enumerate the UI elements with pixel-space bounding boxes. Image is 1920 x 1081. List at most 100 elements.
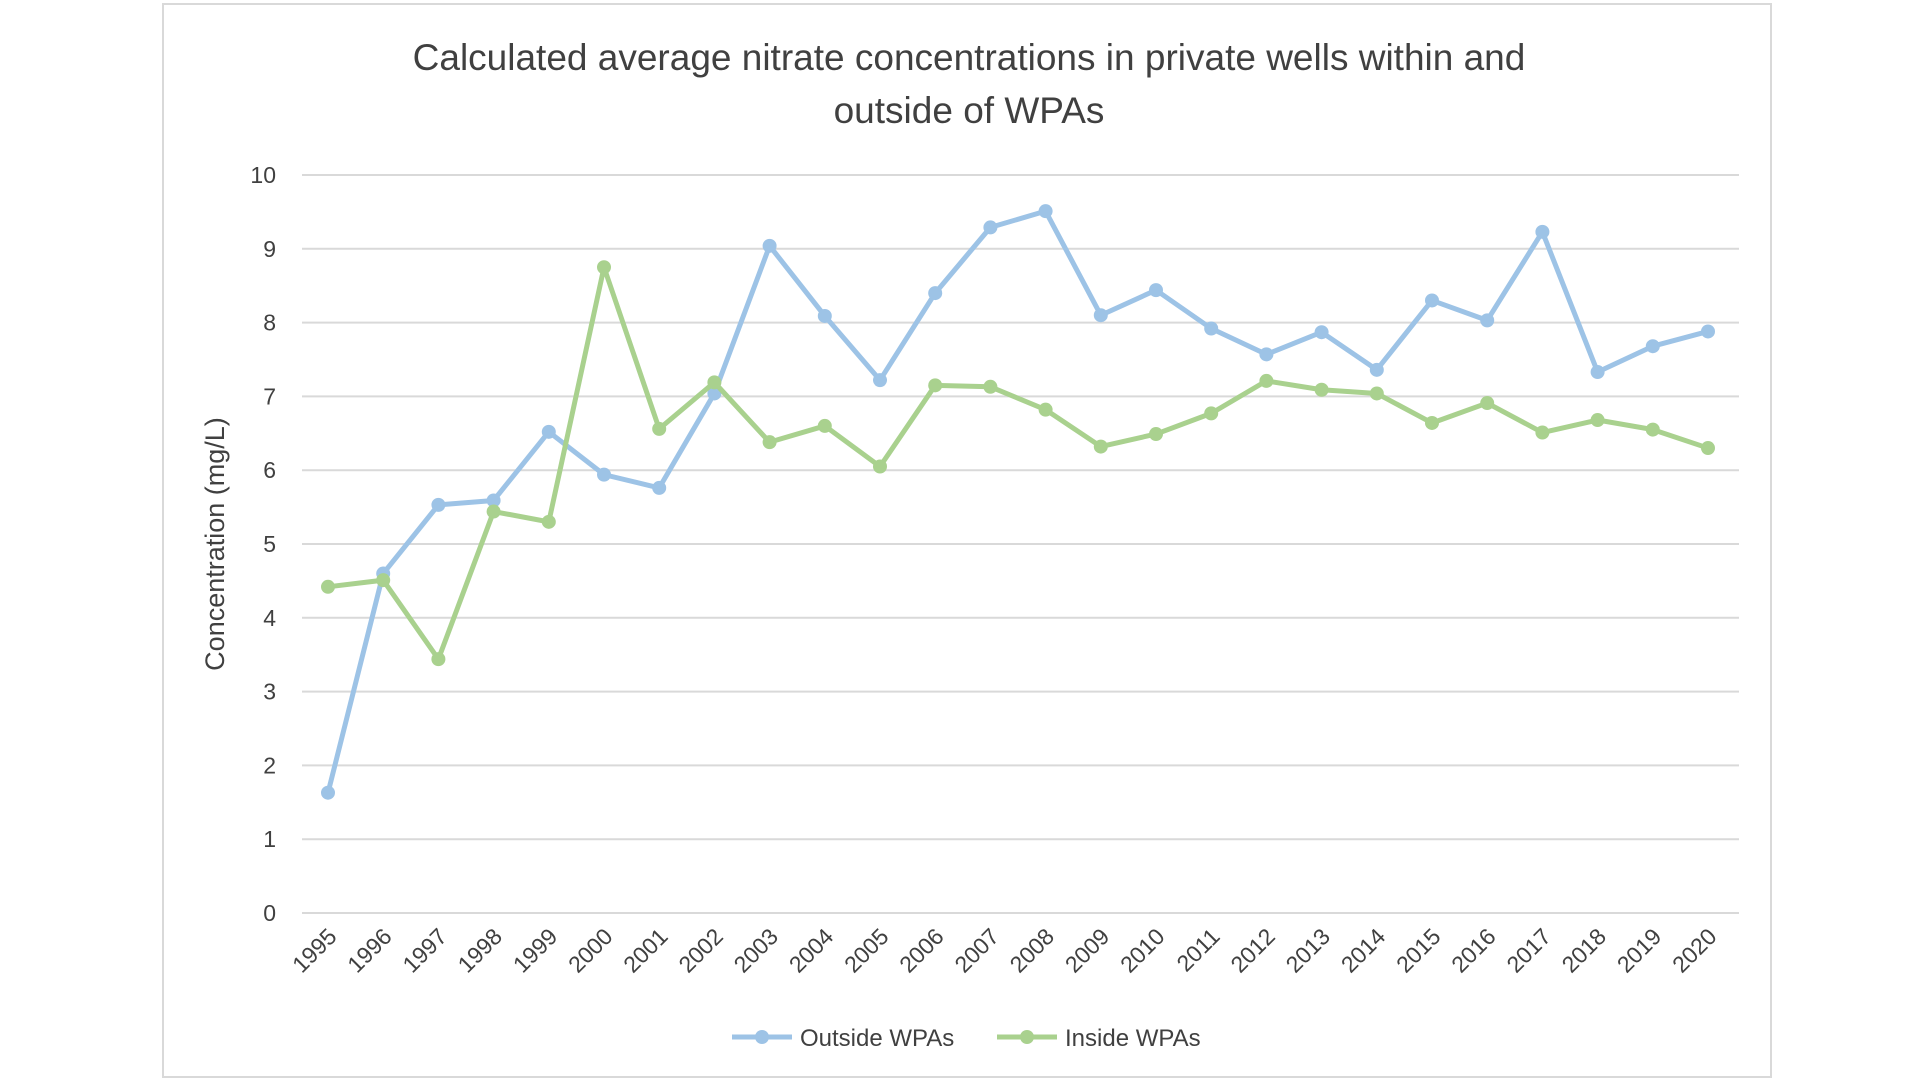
x-tick-label: 1997 xyxy=(397,923,452,978)
y-tick-label: 7 xyxy=(263,383,276,409)
data-point xyxy=(762,435,777,450)
data-point xyxy=(1259,347,1274,362)
data-point xyxy=(817,308,832,323)
x-tick-label: 1996 xyxy=(342,923,397,978)
y-tick-label: 3 xyxy=(263,679,276,705)
data-point xyxy=(1425,415,1439,430)
y-tick-label: 1 xyxy=(263,826,276,852)
chart-container: Calculated average nitrate concentration… xyxy=(162,3,1772,1078)
data-point xyxy=(983,220,998,235)
data-point xyxy=(652,421,667,436)
chart-title-line-2: outside of WPAs xyxy=(833,90,1105,131)
data-point xyxy=(1701,324,1715,339)
data-point xyxy=(1149,427,1163,442)
y-tick-label: 4 xyxy=(263,605,276,631)
data-point xyxy=(1701,441,1715,456)
data-point xyxy=(1314,325,1329,340)
x-tick-label: 2001 xyxy=(618,923,673,978)
series-line-1 xyxy=(325,208,1711,796)
y-tick-label: 5 xyxy=(263,531,276,557)
data-point xyxy=(1149,283,1163,298)
data-point xyxy=(1535,425,1550,440)
x-tick-label: 2005 xyxy=(839,923,894,978)
x-tick-label: 2012 xyxy=(1225,923,1280,978)
legend-label-2: Inside WPAs xyxy=(1065,1025,1201,1052)
x-tick-label: 2006 xyxy=(894,923,949,978)
y-tick-label: 6 xyxy=(263,457,276,483)
line-chart: 0 1 2 3 4 5 6 7 8 9 10 Concentration (mg/L) 1995 1996… xyxy=(200,162,1739,1052)
y-tick-label: 10 xyxy=(250,162,276,188)
data-point xyxy=(1535,224,1550,239)
data-point xyxy=(652,480,667,495)
data-point xyxy=(1369,362,1384,377)
series-line-2 xyxy=(325,264,1711,662)
data-point xyxy=(928,378,943,393)
x-tick-label: 2015 xyxy=(1391,923,1446,978)
x-tick-label: 2003 xyxy=(729,923,784,978)
data-point xyxy=(431,497,446,512)
data-point xyxy=(1093,308,1108,323)
data-point xyxy=(983,379,998,394)
chart-title: Calculated average nitrate concentration… xyxy=(164,31,1774,137)
data-point xyxy=(1314,382,1329,397)
y-tick-label: 2 xyxy=(263,752,276,778)
legend-label-1: Outside WPAs xyxy=(800,1025,954,1052)
data-point xyxy=(1590,413,1605,428)
data-point xyxy=(1425,293,1439,308)
x-tick-label: 1998 xyxy=(453,923,508,978)
x-tick-label: 2007 xyxy=(949,923,1004,978)
data-point xyxy=(541,424,556,439)
data-point xyxy=(376,573,391,588)
data-point xyxy=(597,467,611,482)
x-tick-label: 2014 xyxy=(1336,923,1391,978)
data-point xyxy=(1645,422,1660,437)
data-point xyxy=(873,459,887,474)
data-point xyxy=(707,386,722,401)
data-point xyxy=(817,418,832,433)
data-point xyxy=(1590,365,1605,380)
x-tick-label: 2017 xyxy=(1501,923,1556,978)
data-point xyxy=(431,652,446,667)
x-tick-label: 2008 xyxy=(1005,923,1060,978)
x-tick-label: 2018 xyxy=(1557,923,1612,978)
data-point xyxy=(486,493,501,508)
data-point xyxy=(1204,406,1219,421)
data-point xyxy=(1480,396,1495,411)
data-point xyxy=(486,504,501,519)
x-tick-label: 1999 xyxy=(508,923,563,978)
y-tick-label: 8 xyxy=(263,310,276,336)
y-tick-label: 0 xyxy=(263,900,276,926)
chart-title-line-1: Calculated average nitrate concentration… xyxy=(412,37,1526,78)
x-tick-label: 2002 xyxy=(673,923,728,978)
y-axis-label: Concentration (mg/L) xyxy=(200,417,230,671)
data-point xyxy=(1369,386,1384,401)
data-point xyxy=(541,514,556,529)
x-tick-label: 2020 xyxy=(1667,923,1722,978)
x-tick-label: 2010 xyxy=(1115,923,1170,978)
data-point xyxy=(321,579,335,594)
data-point xyxy=(597,260,611,275)
x-tick-label: 2009 xyxy=(1060,923,1115,978)
data-point xyxy=(1259,373,1274,388)
y-tick-label: 9 xyxy=(263,236,276,262)
data-point xyxy=(1038,402,1053,417)
data-point xyxy=(762,238,777,253)
x-tick-label: 2004 xyxy=(784,923,839,978)
x-tick-label: 2019 xyxy=(1612,923,1667,978)
data-point xyxy=(1645,339,1660,354)
data-point xyxy=(321,785,335,800)
data-point xyxy=(1093,439,1108,454)
data-point xyxy=(1480,313,1495,328)
data-point xyxy=(928,286,943,301)
data-point xyxy=(1038,204,1053,219)
x-tick-label: 2013 xyxy=(1281,923,1336,978)
legend-marker-1 xyxy=(755,1030,769,1044)
x-tick-label: 2016 xyxy=(1446,923,1501,978)
x-tick-label: 2000 xyxy=(563,923,618,978)
x-tick-label: 1995 xyxy=(287,923,342,978)
data-point xyxy=(1204,321,1219,336)
data-point xyxy=(873,373,887,388)
data-point xyxy=(707,375,722,390)
x-tick-label: 2011 xyxy=(1171,923,1224,976)
legend-marker-2 xyxy=(1020,1030,1034,1044)
